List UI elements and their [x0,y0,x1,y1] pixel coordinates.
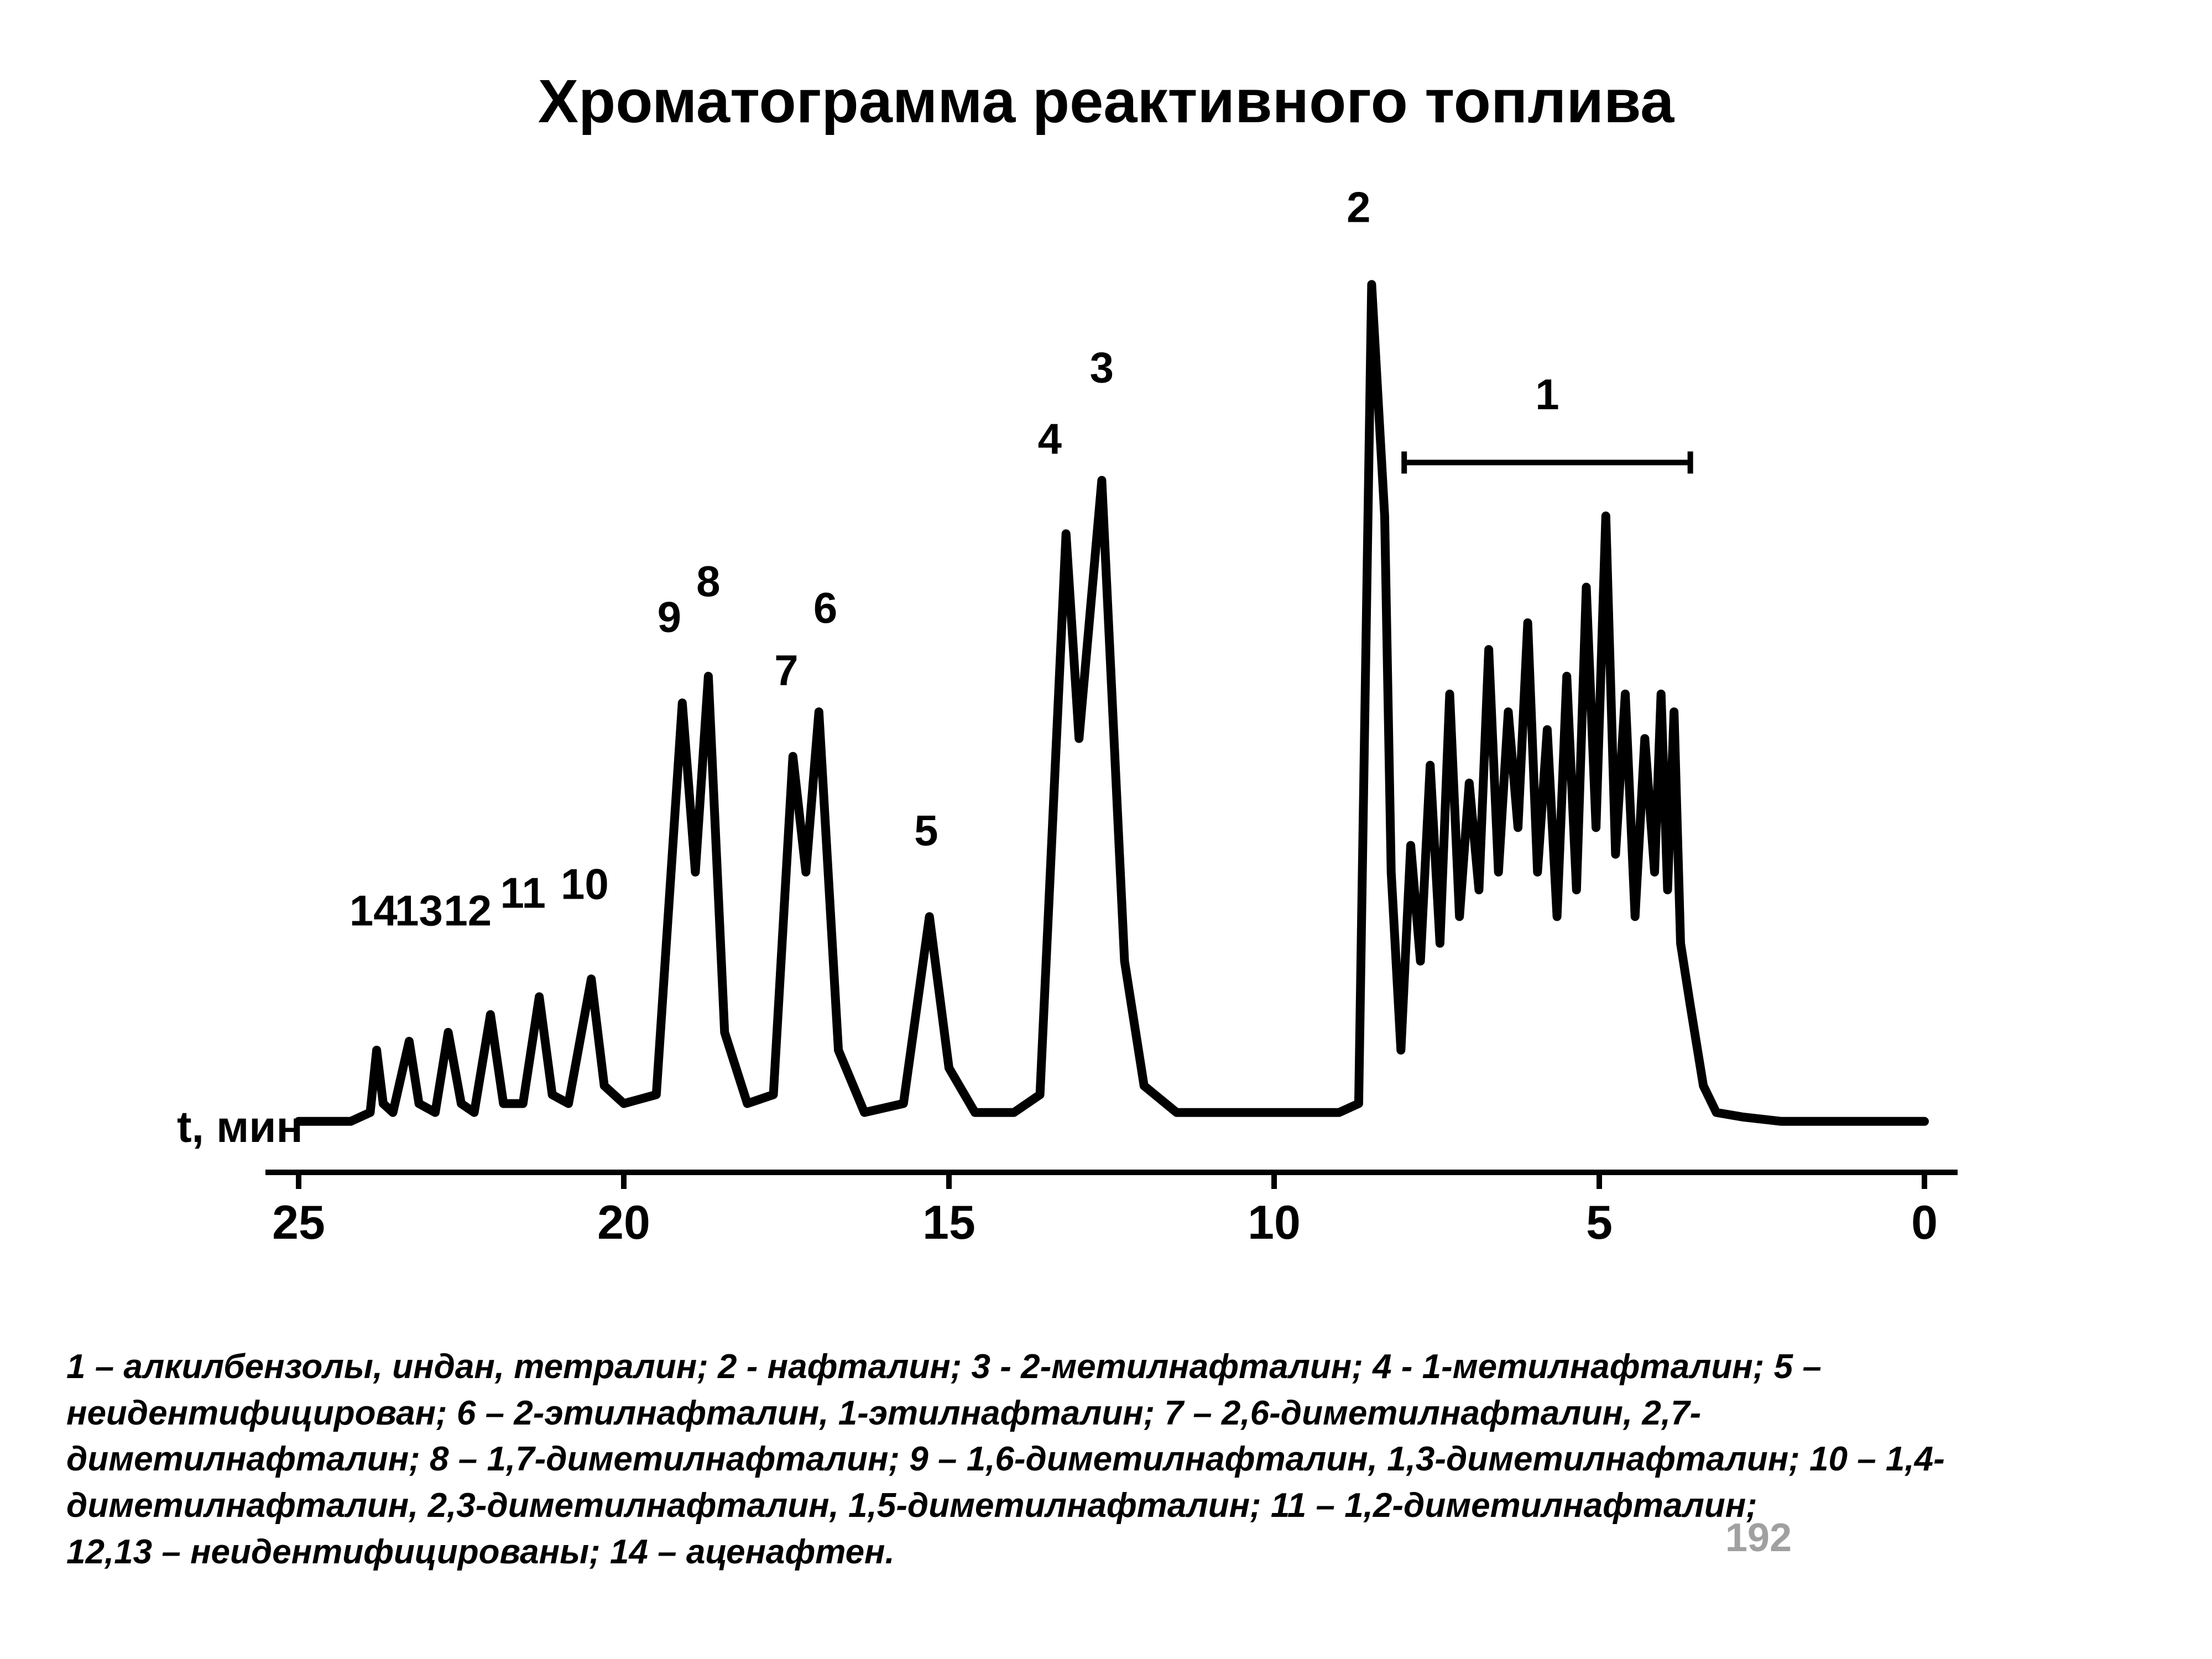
peak-label: 12 [444,886,492,935]
x-axis-label: t, мин [177,1102,303,1151]
x-tick-label: 10 [1248,1196,1301,1249]
legend-caption: 1 – алкилбензолы, индан, тетралин; 2 - н… [66,1344,2146,1575]
peak-label: 6 [813,583,837,632]
peak-label: 10 [561,859,609,908]
x-tick-label: 0 [1911,1196,1938,1249]
peak-label: 1 [1535,370,1559,419]
peak-label: 13 [395,886,443,935]
x-tick-label: 20 [597,1196,650,1249]
peak-label: 9 [658,592,681,641]
peak-label: 8 [696,557,720,606]
peak-label: 2 [1347,183,1370,232]
peak-label: 7 [774,646,798,695]
x-tick-label: 15 [922,1196,975,1249]
page-number: 192 [1725,1515,1792,1561]
peak-label: 5 [914,806,938,855]
chromatogram-plot: 25 20 15 10 5 0 t, мин 14131211 10 98 76 5 43 2 1 [0,0,2212,1327]
peak-label: 14 [349,886,398,935]
x-tick-label: 5 [1586,1196,1613,1249]
chromatogram-trace [299,284,1924,1121]
peak-label: 11 [500,868,545,917]
peak-label: 4 [1038,414,1062,463]
x-tick-label: 25 [272,1196,325,1249]
slide: Хроматограмма реактивного топлива 252015… [0,0,2212,1659]
peak-label: 3 [1090,343,1114,392]
